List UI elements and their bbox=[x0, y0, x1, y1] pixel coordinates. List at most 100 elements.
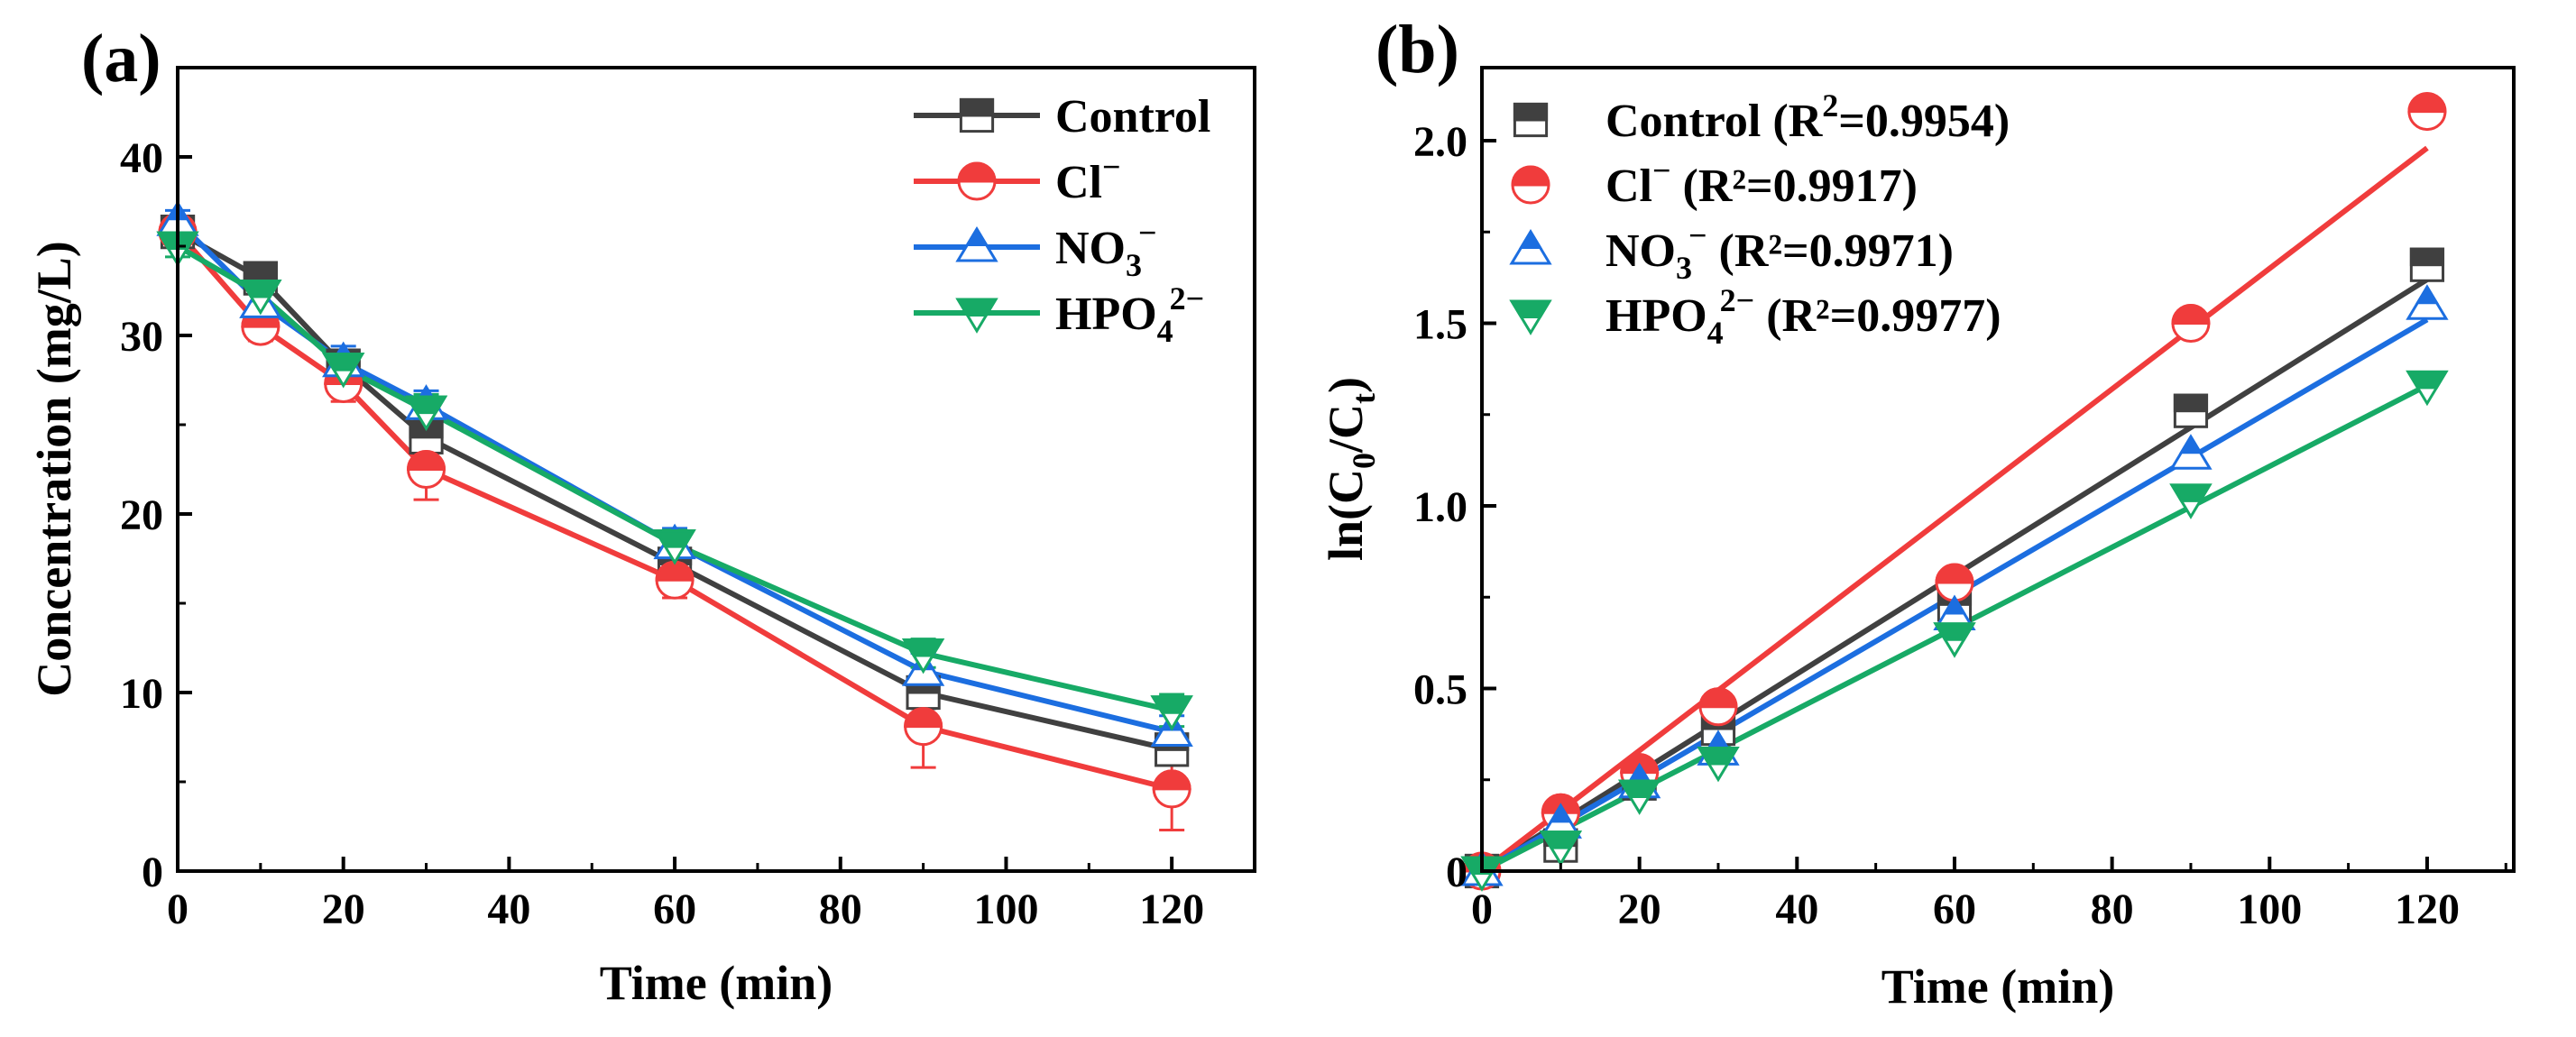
panel-a-point-hpo4-fill bbox=[901, 638, 945, 657]
panel-b-legend-r2: (R²=0.9971) bbox=[1707, 225, 1954, 277]
panel-a-legend-superscript: − bbox=[1138, 215, 1157, 251]
panel-b-legend-marker-no3-fill bbox=[1518, 229, 1543, 249]
panel-a-series-line-hpo4 bbox=[176, 243, 1173, 713]
panel-b-y-tick-label: 0 bbox=[1446, 849, 1467, 896]
panel-b-legend-label: Cl− (R²=0.9917) bbox=[1605, 152, 1918, 212]
panel-b-y-label-sub1: 0 bbox=[1346, 453, 1382, 469]
panel-a-y-tick-label: 10 bbox=[120, 670, 163, 718]
panel-b-point-control bbox=[2173, 393, 2209, 428]
panel-a-marks bbox=[156, 200, 1193, 831]
panel-a-point-hpo4 bbox=[239, 279, 282, 316]
panel-a-legend-marker-control bbox=[959, 97, 995, 133]
panel-b-y-label-prefix: ln(C bbox=[1319, 469, 1373, 561]
panel-a-x-tick-label: 40 bbox=[487, 886, 530, 933]
panel-b-y-axis-label: ln(C0/Ct) bbox=[1319, 377, 1382, 561]
panel-a-ticks: 0 20 40 60 80 100 120 0 10 20 30 40 bbox=[120, 134, 1204, 933]
panel-b-point-hpo4 bbox=[2169, 483, 2213, 519]
panel-a-point-cl bbox=[407, 450, 446, 489]
panel-a-legend-superscript: 2− bbox=[1170, 280, 1205, 317]
panel-a-legend-name: Control bbox=[1055, 91, 1210, 142]
panel-b-point-cl-fill bbox=[2407, 92, 2447, 114]
panel-b-point-control bbox=[2409, 247, 2445, 282]
panel-b-legend-superscript: − bbox=[1688, 217, 1707, 253]
panel-a-legend-label: NO3− bbox=[1055, 215, 1157, 283]
panel-a-legend-marker-cl-fill bbox=[957, 161, 997, 183]
panel-b-x-tick-label: 40 bbox=[1775, 886, 1818, 933]
panel-b-y-tick-label: 1.5 bbox=[1413, 301, 1467, 349]
panel-a-legend-name: HPO bbox=[1055, 289, 1157, 340]
panel-a-series-line-no3 bbox=[175, 219, 1173, 735]
panel-b-y-tick-label: 0.5 bbox=[1413, 666, 1467, 714]
panel-a-point-hpo4 bbox=[1150, 695, 1193, 731]
panel-b-y-label-sub2: t bbox=[1346, 393, 1382, 404]
panel-b-point-cl bbox=[2407, 92, 2447, 132]
panel-b-legend-marker-control bbox=[1513, 102, 1549, 138]
panel-b-point-cl-fill bbox=[1698, 687, 1738, 709]
panel-b-point-no3 bbox=[2169, 434, 2213, 470]
panel-b-fit-line-cl bbox=[1480, 145, 2429, 874]
panel-a-legend-marker-no3 bbox=[955, 226, 998, 262]
panel-b-legend-superscript: 2− bbox=[1720, 282, 1755, 318]
panel-a-legend-label: Cl− bbox=[1055, 149, 1121, 208]
panel-b-x-tick-label: 0 bbox=[1471, 886, 1493, 933]
panel-a-point-hpo4 bbox=[901, 638, 945, 675]
panel-b-point-cl bbox=[2171, 304, 2211, 343]
panel-b-legend-label: HPO42− (R²=0.9977) bbox=[1605, 282, 2001, 351]
panel-b-legend-name: NO bbox=[1605, 225, 1676, 277]
panel-a-point-hpo4-fill bbox=[653, 529, 696, 548]
panel-b-point-cl-fill bbox=[2171, 304, 2211, 325]
panel-a-legend-marker-hpo4-fill bbox=[955, 298, 998, 317]
panel-b-point-hpo4 bbox=[1539, 831, 1582, 867]
panel-a-point-cl-fill bbox=[904, 707, 943, 729]
panel-a-x-tick-label: 0 bbox=[167, 886, 189, 933]
panel-a-point-cl bbox=[1152, 769, 1191, 809]
panel-a-x-tick-label: 80 bbox=[819, 886, 862, 933]
panel-a-x-axis-label: Time (min) bbox=[600, 956, 833, 1010]
panel-a-label: (a) bbox=[81, 21, 161, 96]
panel-b-x-tick-label: 80 bbox=[2091, 886, 2134, 933]
panel-b-x-axis-label: Time (min) bbox=[1881, 959, 2114, 1014]
panel-b-legend-marker-hpo4 bbox=[1509, 299, 1552, 335]
panel-b-x-tick-label: 120 bbox=[2395, 886, 2460, 933]
panel-b-point-no3 bbox=[2406, 284, 2449, 320]
panel-b-x-tick-label: 60 bbox=[1933, 886, 1976, 933]
panel-b-legend-name: Control (R bbox=[1605, 96, 1824, 147]
panel-b-point-no3 bbox=[1933, 594, 1976, 630]
panel-a-point-control-fill bbox=[243, 261, 278, 280]
panel-b-axes-frame bbox=[1480, 66, 2516, 873]
panel-a-x-tick-label: 100 bbox=[973, 886, 1038, 933]
panel-b-legend-name: Cl bbox=[1605, 161, 1652, 212]
panel-a-point-hpo4-fill bbox=[404, 395, 448, 415]
panel-a-legend-label: HPO42− bbox=[1055, 280, 1204, 349]
panel-b-point-hpo4 bbox=[1933, 622, 1976, 658]
panel-a-y-tick-label: 40 bbox=[120, 134, 163, 182]
panel-b-point-hpo4-fill bbox=[1697, 747, 1740, 766]
panel-a-legend-subscript: 4 bbox=[1157, 313, 1173, 349]
panel-b-point-cl-fill bbox=[1935, 563, 1974, 584]
panel-b-point-control-fill bbox=[2409, 247, 2445, 267]
panel-b-legend-label: NO3− (R²=0.9971) bbox=[1605, 217, 1954, 286]
panel-b-x-tick-label: 100 bbox=[2237, 886, 2302, 933]
panel-b-point-hpo4-fill bbox=[2169, 483, 2213, 502]
panel-b-legend-marker-control-fill bbox=[1513, 102, 1549, 122]
panel-b-point-hpo4-fill bbox=[1539, 831, 1582, 849]
panel-b-marks bbox=[1460, 92, 2449, 892]
panel-a-legend-marker-hpo4 bbox=[955, 298, 998, 334]
panel-b-legend-marker-cl bbox=[1511, 165, 1550, 205]
panel-a-y-tick-label: 20 bbox=[120, 491, 163, 539]
panel-b-ticks: 0 20 40 60 80 100 120 0 0.5 1.0 1.5 2.0 bbox=[1413, 118, 2507, 933]
panel-b-legend-superscript: 2 bbox=[1822, 87, 1838, 124]
panel-a-legend-name: NO bbox=[1055, 223, 1126, 274]
panel-b-legend-marker-no3 bbox=[1509, 229, 1552, 265]
panel-a-point-hpo4 bbox=[653, 529, 696, 565]
panel-b-point-cl bbox=[1935, 563, 1974, 602]
panel-a-point-hpo4-fill bbox=[1150, 695, 1193, 714]
panel-a-point-hpo4 bbox=[322, 353, 365, 389]
panel-b-legend-r2: (R²=0.9977) bbox=[1754, 290, 2001, 342]
panel-b-legend-subscript: 4 bbox=[1707, 315, 1724, 351]
panel-b-point-no3-fill bbox=[1549, 803, 1573, 823]
